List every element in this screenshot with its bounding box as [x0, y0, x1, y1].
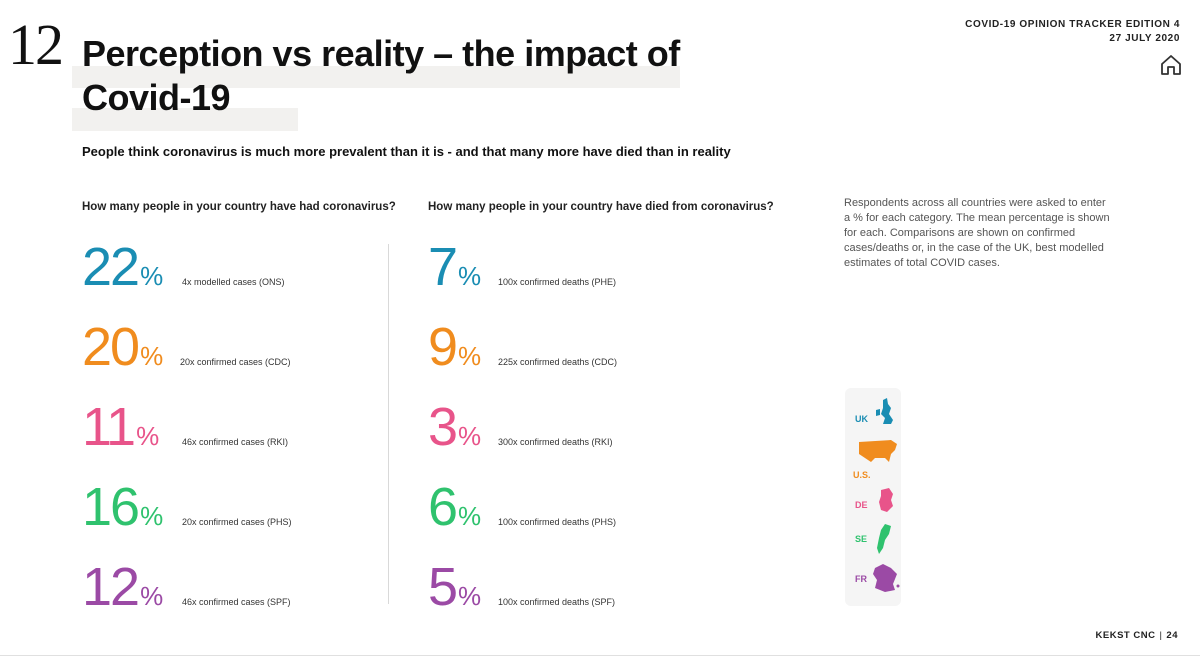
stat-number: 22 — [82, 237, 140, 297]
country-legend: UK U.S. DE SE FR — [845, 388, 901, 606]
percent-sign: % — [140, 581, 164, 611]
us-map-icon — [859, 440, 897, 462]
stat-caption: 20x confirmed cases (CDC) — [180, 357, 291, 367]
percent-sign: % — [458, 421, 482, 451]
legend-label-uk: UK — [855, 414, 868, 424]
footer-brand: KEKST CNC — [1095, 630, 1156, 641]
stat-value: 12% — [82, 560, 163, 623]
percent-sign: % — [140, 261, 164, 291]
tracker-header: COVID-19 OPINION TRACKER EDITION 4 27 JU… — [965, 18, 1180, 46]
stat-caption: 46x confirmed cases (RKI) — [182, 437, 289, 447]
stat-value: 3% — [428, 400, 481, 463]
stat-caption: 100x confirmed deaths (PHE) — [498, 277, 617, 287]
stat-caption: 20x confirmed cases (PHS) — [182, 517, 292, 527]
legend-label-us: U.S. — [853, 470, 871, 480]
section-number: 12 — [8, 12, 64, 77]
stat-value: 7% — [428, 240, 481, 303]
stat-number: 6 — [428, 477, 458, 537]
tracker-date: 27 JULY 2020 — [1109, 33, 1180, 44]
deaths-question: How many people in your country have die… — [428, 201, 774, 213]
stat-value: 16% — [82, 480, 163, 543]
footer-separator: | — [1159, 630, 1163, 641]
stat-number: 5 — [428, 557, 458, 617]
stat-caption: 46x confirmed cases (SPF) — [182, 597, 291, 607]
percent-sign: % — [458, 501, 482, 531]
percent-sign: % — [458, 341, 482, 371]
stat-caption: 300x confirmed deaths (RKI) — [498, 437, 613, 447]
footer-page-number: 24 — [1166, 630, 1178, 641]
stat-number: 9 — [428, 317, 458, 377]
page-title: Perception vs reality – the impact of Co… — [82, 33, 680, 118]
percent-sign: % — [458, 261, 482, 291]
uk-map-icon — [876, 398, 893, 424]
page-subtitle: People think coronavirus is much more pr… — [82, 144, 731, 159]
legend-label-de: DE — [855, 500, 868, 510]
stat-number: 3 — [428, 397, 458, 457]
stat-number: 7 — [428, 237, 458, 297]
de-map-icon — [879, 488, 893, 512]
bottom-rule — [0, 655, 1200, 656]
title-highlight-2 — [72, 108, 298, 131]
legend-label-se: SE — [855, 534, 868, 544]
methodology-note: Respondents across all countries were as… — [844, 197, 1110, 269]
percent-sign: % — [136, 421, 160, 451]
column-divider — [388, 244, 389, 604]
stat-number: 11 — [82, 397, 136, 457]
home-icon[interactable] — [1158, 52, 1184, 78]
cases-question: How many people in your country have had… — [82, 201, 396, 213]
stat-caption: 225x confirmed deaths (CDC) — [498, 357, 618, 367]
percent-sign: % — [140, 501, 164, 531]
tracker-edition: COVID-19 OPINION TRACKER EDITION 4 — [965, 19, 1180, 30]
stat-value: 22% — [82, 240, 163, 303]
fr-map-icon — [873, 564, 900, 592]
stat-caption: 100x confirmed deaths (PHS) — [498, 517, 617, 527]
stat-number: 20 — [82, 317, 140, 377]
stat-number: 12 — [82, 557, 140, 617]
title-highlight-1 — [72, 66, 680, 88]
se-map-icon — [877, 524, 891, 554]
stat-caption: 100x confirmed deaths (SPF) — [498, 597, 616, 607]
stat-value: 11% — [82, 400, 159, 463]
stat-value: 5% — [428, 560, 481, 623]
stat-value: 6% — [428, 480, 481, 543]
legend-label-fr: FR — [855, 574, 867, 584]
country-maps — [859, 398, 900, 592]
footer: KEKST CNC | 24 — [1096, 630, 1178, 641]
stat-number: 16 — [82, 477, 140, 537]
stat-value: 9% — [428, 320, 481, 383]
stat-caption: 4x modelled cases (ONS) — [182, 277, 285, 287]
stat-value: 20% — [82, 320, 163, 383]
percent-sign: % — [140, 341, 164, 371]
percent-sign: % — [458, 581, 482, 611]
